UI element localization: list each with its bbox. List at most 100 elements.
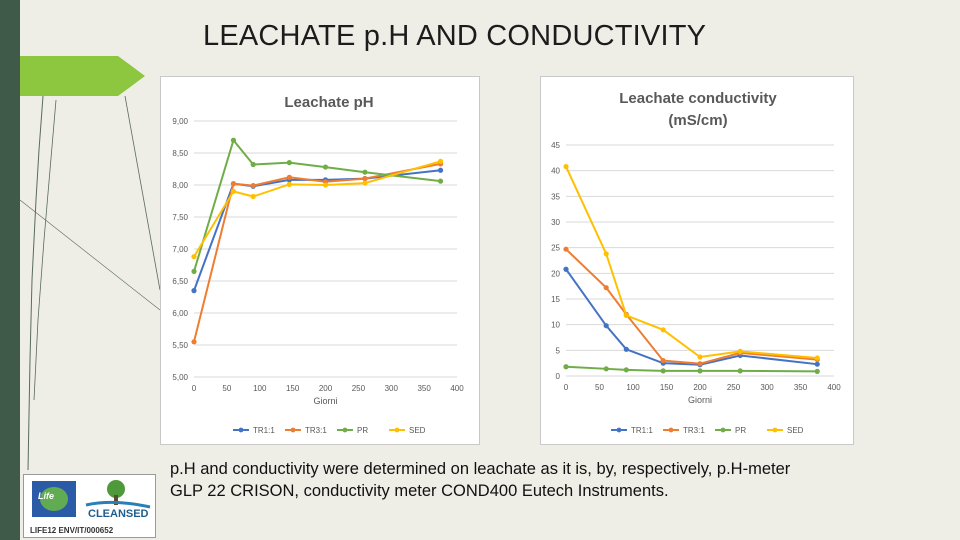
- x-axis-label: Giorni: [688, 395, 712, 405]
- data-point: [250, 193, 256, 200]
- data-point: [623, 346, 629, 352]
- x-tick-label: 250: [727, 383, 741, 392]
- y-tick-label: 7,00: [172, 245, 188, 254]
- chart-title: (mS/cm): [668, 112, 727, 129]
- data-point: [286, 181, 292, 187]
- legend-marker: [772, 427, 778, 433]
- x-axis-label: Giorni: [313, 396, 337, 406]
- data-point: [286, 160, 292, 166]
- legend-marker: [616, 427, 622, 433]
- data-point: [623, 312, 629, 319]
- y-tick-label: 40: [551, 167, 560, 176]
- slide-title: LEACHATE p.H AND CONDUCTIVITY: [203, 20, 707, 52]
- data-point: [230, 181, 237, 187]
- data-point: [660, 368, 666, 374]
- legend-marker: [342, 427, 348, 433]
- data-point: [437, 167, 444, 173]
- legend-label: TR3:1: [683, 426, 705, 435]
- data-point: [437, 178, 444, 184]
- series-line-sed: [193, 160, 441, 258]
- chart-panel-ph: Leachate pH 5,00 5,50 6,00 6,50 7,00 7,50 8,00 8…: [160, 76, 480, 445]
- y-tick-label: 45: [551, 141, 560, 150]
- caption-line-2: GLP 22 CRISON, conductivity meter COND40…: [170, 482, 669, 500]
- logo-life-mark: Life: [38, 491, 55, 501]
- x-tick-label: 100: [626, 383, 640, 392]
- chart-conductivity: Leachate conductivity (mS/cm) 0 5 10 15 20 25 30…: [551, 90, 841, 435]
- cleansed-logo: Life CLEANSED LIFE12 ENV/IT/000652: [23, 474, 156, 538]
- data-point: [362, 176, 368, 182]
- legend-marker: [238, 427, 244, 433]
- data-point: [563, 364, 569, 370]
- legend-label: TR1:1: [631, 426, 653, 435]
- x-tick-label: 350: [794, 383, 808, 392]
- x-tick-label: 350: [417, 384, 431, 393]
- y-tick-label: 35: [551, 192, 560, 201]
- y-tick-label: 7,50: [172, 213, 188, 222]
- data-point: [814, 361, 820, 367]
- caption-line-1: p.H and conductivity were determined on …: [170, 460, 791, 478]
- logo-brand: CLEANSED: [88, 508, 149, 520]
- data-point: [603, 251, 609, 257]
- y-tick-label: 8,00: [172, 181, 188, 190]
- data-point: [250, 161, 256, 168]
- x-tick-label: 150: [660, 383, 674, 392]
- left-accent-band: [0, 0, 20, 540]
- chart-title: Leachate pH: [284, 94, 373, 111]
- y-tick-label: 0: [556, 372, 561, 381]
- y-tick-label: 25: [551, 244, 560, 253]
- data-point: [697, 368, 703, 374]
- legend-label: SED: [787, 426, 804, 435]
- y-tick-label: 5: [556, 346, 561, 355]
- data-point: [437, 158, 444, 164]
- x-tick-label: 250: [352, 384, 366, 393]
- data-point: [191, 288, 197, 294]
- data-point: [697, 361, 703, 367]
- series-line-sed: [565, 166, 818, 360]
- x-tick-label: 300: [760, 383, 774, 392]
- data-point: [191, 339, 197, 345]
- data-point: [250, 183, 256, 189]
- legend-label: SED: [409, 426, 426, 435]
- x-tick-label: 150: [286, 384, 300, 393]
- y-tick-label: 8,50: [172, 149, 188, 158]
- chart-title: Leachate conductivity: [619, 90, 777, 107]
- data-point: [737, 348, 743, 354]
- x-tick-label: 300: [385, 384, 399, 393]
- legend-marker: [394, 427, 400, 433]
- logo-graphic: [32, 480, 151, 517]
- logo-project-code: LIFE12 ENV/IT/000652: [30, 526, 114, 535]
- y-tick-label: 30: [551, 218, 560, 227]
- y-tick-label: 20: [551, 269, 560, 278]
- data-point: [660, 358, 666, 364]
- data-point: [563, 246, 569, 252]
- data-point: [603, 285, 609, 291]
- series-line-tr1-1: [193, 169, 441, 291]
- x-tick-label: 400: [827, 383, 841, 392]
- data-point: [563, 266, 569, 272]
- chart-panel-conductivity: Leachate conductivity (mS/cm) 0 5 10 15 20 25 30…: [540, 76, 854, 445]
- x-tick-label: 0: [564, 383, 569, 392]
- x-tick-label: 0: [192, 384, 197, 393]
- data-point: [230, 137, 237, 143]
- x-tick-label: 200: [319, 384, 333, 393]
- y-tick-label: 6,00: [172, 309, 188, 318]
- y-tick-label: 9,00: [172, 117, 188, 126]
- y-tick-label: 5,50: [172, 341, 188, 350]
- data-point: [814, 355, 820, 361]
- data-point: [362, 180, 368, 186]
- x-tick-label: 50: [222, 384, 231, 393]
- series-line-pr: [193, 138, 441, 272]
- x-tick-label: 200: [693, 383, 707, 392]
- data-point: [660, 327, 666, 333]
- data-point: [623, 367, 629, 373]
- y-tick-label: 5,00: [172, 373, 188, 382]
- legend-marker: [668, 427, 674, 433]
- y-tick-label: 6,50: [172, 277, 188, 286]
- y-tick-label: 15: [551, 295, 560, 304]
- x-tick-label: 100: [253, 384, 267, 393]
- data-point: [737, 368, 743, 374]
- legend-label: PR: [357, 426, 368, 435]
- data-point: [362, 169, 368, 175]
- data-point: [286, 174, 292, 180]
- data-point: [603, 366, 609, 372]
